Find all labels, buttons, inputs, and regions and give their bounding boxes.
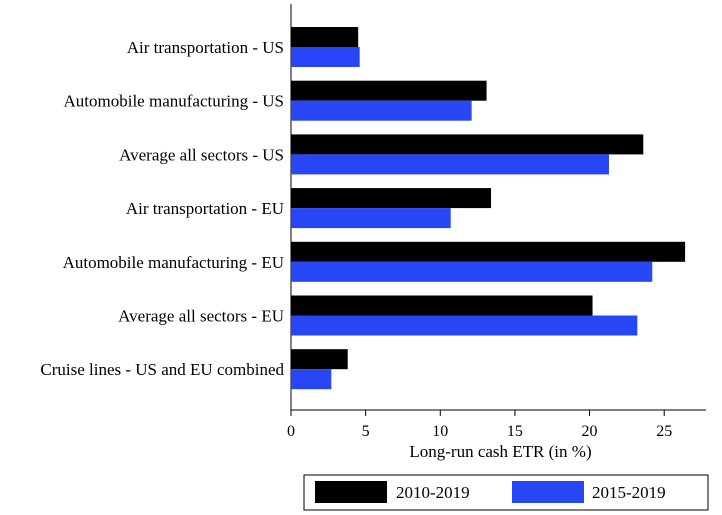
category-label: Automobile manufacturing - US <box>64 92 285 111</box>
legend-swatch <box>315 481 387 503</box>
plot-area: Air transportation - US Automobile manufa… <box>40 4 706 461</box>
x-tick-label: 20 <box>582 423 598 440</box>
x-ticks: 0 5 10 15 20 25 <box>287 410 672 440</box>
legend-label: 2015-2019 <box>592 483 666 502</box>
bar-series1-0 <box>291 27 359 47</box>
x-axis-title: Long-run cash ETR (in %) <box>409 442 591 461</box>
legend-label: 2010-2019 <box>396 483 470 502</box>
x-tick-label: 5 <box>362 423 370 440</box>
x-tick-label: 15 <box>507 423 523 440</box>
category-label: Cruise lines - US and EU combined <box>40 360 284 379</box>
bar-series1-6 <box>291 349 348 370</box>
x-tick-label: 25 <box>656 423 672 440</box>
bar-series2-0 <box>291 47 360 67</box>
bar-series1-1 <box>291 80 487 101</box>
bar-series2-3 <box>291 208 451 229</box>
category-label: Automobile manufacturing - EU <box>63 253 284 272</box>
bar-series1-3 <box>291 188 492 209</box>
y-ticks: Air transportation - US Automobile manufa… <box>40 38 284 379</box>
x-tick-label: 0 <box>287 423 295 440</box>
category-label: Average all sectors - US <box>119 145 284 164</box>
bar-series1-5 <box>291 295 593 316</box>
bar-series1-4 <box>291 241 686 262</box>
category-label: Air transportation - US <box>127 38 284 57</box>
bar-series2-6 <box>291 369 332 390</box>
category-label: Air transportation - EU <box>126 199 284 218</box>
bar-series2-4 <box>291 261 653 282</box>
x-tick-label: 10 <box>432 423 448 440</box>
bar-series2-2 <box>291 154 609 175</box>
legend-swatch <box>512 481 584 503</box>
bar-series2-5 <box>291 315 638 336</box>
bars <box>291 27 686 390</box>
category-label: Average all sectors - EU <box>118 307 284 326</box>
legend: 2010-2019 2015-2019 <box>303 474 709 511</box>
bar-series1-2 <box>291 134 644 155</box>
bar-series2-1 <box>291 100 472 121</box>
